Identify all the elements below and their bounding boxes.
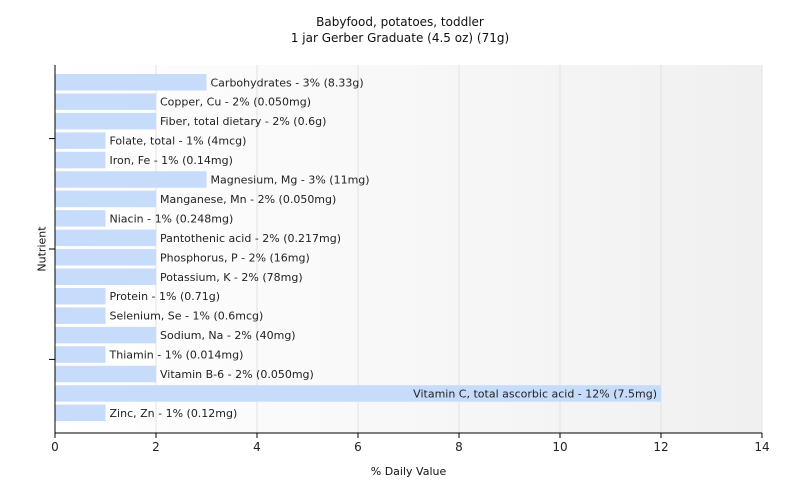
x-tick-label: 12 bbox=[653, 440, 668, 454]
bar bbox=[55, 151, 106, 169]
bar bbox=[55, 404, 106, 422]
bar bbox=[55, 210, 106, 227]
x-tick-label: 0 bbox=[51, 440, 59, 454]
bar bbox=[55, 346, 106, 363]
y-axis-label: Nutrient bbox=[35, 226, 49, 272]
chart-title-block: Babyfood, potatoes, toddler 1 jar Gerber… bbox=[0, 14, 800, 46]
chart-title: Babyfood, potatoes, toddler bbox=[316, 15, 484, 29]
bar-label: Folate, total - 1% (4mcg) bbox=[110, 135, 247, 148]
x-tick-label: 10 bbox=[552, 440, 567, 454]
bar bbox=[55, 287, 106, 305]
bar-label: Thiamin - 1% (0.014mg) bbox=[109, 349, 244, 362]
bar-label: Protein - 1% (0.71g) bbox=[110, 290, 221, 303]
bar-label: Pantothenic acid - 2% (0.217mg) bbox=[160, 232, 341, 245]
chart-subtitle: 1 jar Gerber Graduate (4.5 oz) (71g) bbox=[290, 31, 510, 45]
bar-label: Potassium, K - 2% (78mg) bbox=[160, 271, 303, 284]
bar-label: Magnesium, Mg - 3% (11mg) bbox=[211, 174, 370, 187]
bar bbox=[55, 190, 156, 208]
bar bbox=[55, 307, 106, 324]
bar bbox=[55, 385, 661, 402]
bar bbox=[55, 326, 156, 344]
x-tick-label: 14 bbox=[754, 440, 769, 454]
x-tick-label: 2 bbox=[152, 440, 160, 454]
bar-label: Phosphorus, P - 2% (16mg) bbox=[160, 251, 310, 264]
bar bbox=[55, 93, 156, 110]
x-axis-label: % Daily Value bbox=[370, 465, 447, 478]
bar bbox=[55, 74, 207, 91]
x-tick-label: 4 bbox=[253, 440, 261, 454]
bar bbox=[55, 171, 207, 188]
bar-label: Selenium, Se - 1% (0.6mcg) bbox=[110, 310, 264, 323]
bar bbox=[55, 365, 156, 383]
plot-background bbox=[55, 65, 762, 433]
bar-label: Carbohydrates - 3% (8.33g) bbox=[211, 76, 364, 89]
bar-label: Vitamin C, total ascorbic acid - 12% (7.… bbox=[413, 387, 657, 400]
bar-label: Iron, Fe - 1% (0.14mg) bbox=[110, 154, 233, 167]
x-tick-label: 6 bbox=[354, 440, 362, 454]
bar-label: Copper, Cu - 2% (0.050mg) bbox=[160, 96, 311, 109]
bar-label: Fiber, total dietary - 2% (0.6g) bbox=[160, 115, 326, 128]
bar bbox=[55, 112, 156, 130]
bar bbox=[55, 249, 156, 266]
bar-label: Zinc, Zn - 1% (0.12mg) bbox=[110, 407, 238, 420]
bar-label: Sodium, Na - 2% (40mg) bbox=[160, 329, 296, 342]
bar bbox=[55, 268, 156, 285]
bar-label: Manganese, Mn - 2% (0.050mg) bbox=[160, 193, 336, 206]
bar bbox=[55, 132, 106, 149]
bar-label: Niacin - 1% (0.248mg) bbox=[110, 212, 234, 225]
bar-label: Vitamin B-6 - 2% (0.050mg) bbox=[160, 368, 314, 381]
x-tick-label: 8 bbox=[455, 440, 463, 454]
bar bbox=[55, 229, 156, 247]
